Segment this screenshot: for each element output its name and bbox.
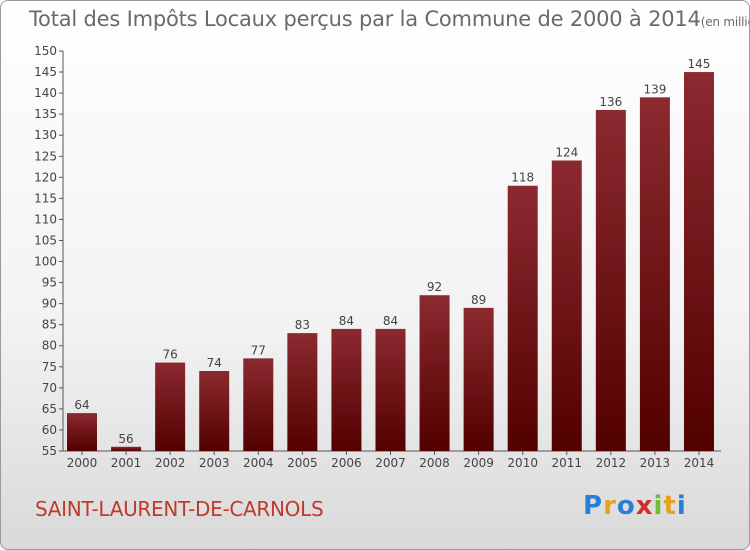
bar-2013 [639, 97, 670, 451]
x-tick-label-2008: 2008 [419, 456, 450, 470]
x-tick-label-2006: 2006 [331, 456, 362, 470]
y-tick-label: 85 [42, 318, 57, 332]
y-tick-label: 80 [42, 339, 57, 353]
bar-2011 [551, 160, 582, 451]
x-tick-label-2012: 2012 [596, 456, 627, 470]
bar-2003 [199, 371, 230, 451]
data-label-2001: 56 [118, 432, 133, 446]
x-tick-label-2002: 2002 [155, 456, 186, 470]
chart-title: Total des Impôts Locaux perçus par la Co… [29, 7, 749, 31]
data-label-2000: 64 [74, 398, 89, 412]
y-tick-label: 105 [34, 233, 57, 247]
y-tick-label: 55 [42, 444, 57, 458]
x-tick-label-2010: 2010 [507, 456, 538, 470]
x-tick-label-2011: 2011 [551, 456, 582, 470]
x-tick-label-2009: 2009 [463, 456, 494, 470]
data-label-2006: 84 [339, 314, 354, 328]
logo-letter: i [653, 491, 664, 521]
y-tick-label: 150 [34, 44, 57, 58]
x-tick-label-2004: 2004 [243, 456, 274, 470]
logo-letter: r [603, 491, 617, 521]
data-label-2005: 83 [295, 318, 310, 332]
y-tick-label: 115 [34, 191, 57, 205]
chart-title-unit: (en milliers d'€) [700, 15, 749, 29]
y-tick-label: 110 [34, 212, 57, 226]
y-tick-label: 70 [42, 381, 57, 395]
bar-2010 [507, 185, 538, 451]
y-tick-label: 100 [34, 255, 57, 269]
logo-letter: o [616, 491, 636, 521]
data-label-2002: 76 [162, 348, 177, 362]
data-label-2003: 74 [207, 356, 222, 370]
x-tick-label-2005: 2005 [287, 456, 318, 470]
x-tick-label-2014: 2014 [684, 456, 715, 470]
x-tick-label-2013: 2013 [640, 456, 671, 470]
logo-letter: P [583, 491, 604, 521]
data-label-2013: 139 [643, 82, 666, 96]
y-tick-label: 140 [34, 86, 57, 100]
data-label-2008: 92 [427, 280, 442, 294]
y-tick-label: 120 [34, 170, 57, 184]
bar-2012 [595, 109, 626, 452]
logo-letter: i [676, 491, 687, 521]
logo-letter: t [663, 491, 677, 521]
data-label-2012: 136 [599, 95, 622, 109]
x-tick-label-2007: 2007 [375, 456, 406, 470]
y-tick-label: 90 [42, 297, 57, 311]
data-label-2007: 84 [383, 314, 398, 328]
bar-2000 [67, 413, 97, 451]
y-tick-label: 130 [34, 128, 57, 142]
bar-2002 [155, 362, 186, 451]
y-tick-label: 60 [42, 423, 57, 437]
data-label-2004: 77 [251, 343, 266, 357]
bar-2006 [331, 328, 362, 451]
bar-2005 [287, 333, 318, 451]
bar-2014 [683, 72, 714, 451]
bar-2001 [111, 446, 142, 451]
data-label-2010: 118 [511, 171, 534, 185]
logo-letter: x [635, 491, 654, 521]
x-tick-label-2000: 2000 [67, 456, 98, 470]
y-tick-label: 125 [34, 149, 57, 163]
x-tick-label-2003: 2003 [199, 456, 230, 470]
y-tick-label: 135 [34, 107, 57, 121]
commune-name: SAINT-LAURENT-DE-CARNOLS [35, 497, 324, 521]
bar-2009 [463, 307, 494, 451]
bar-2007 [375, 328, 406, 451]
data-label-2009: 89 [471, 293, 486, 307]
bar-2004 [243, 358, 274, 451]
chart-title-text: Total des Impôts Locaux perçus par la Co… [29, 7, 701, 31]
y-tick-label: 145 [34, 65, 57, 79]
data-label-2014: 145 [688, 57, 711, 71]
y-tick-label: 95 [42, 276, 57, 290]
bar-2008 [419, 295, 450, 451]
x-tick-label-2001: 2001 [111, 456, 142, 470]
y-tick-label: 65 [42, 402, 57, 416]
proxiti-logo: Proxiti [583, 491, 687, 521]
data-label-2011: 124 [555, 145, 578, 159]
y-tick-label: 75 [42, 360, 57, 374]
